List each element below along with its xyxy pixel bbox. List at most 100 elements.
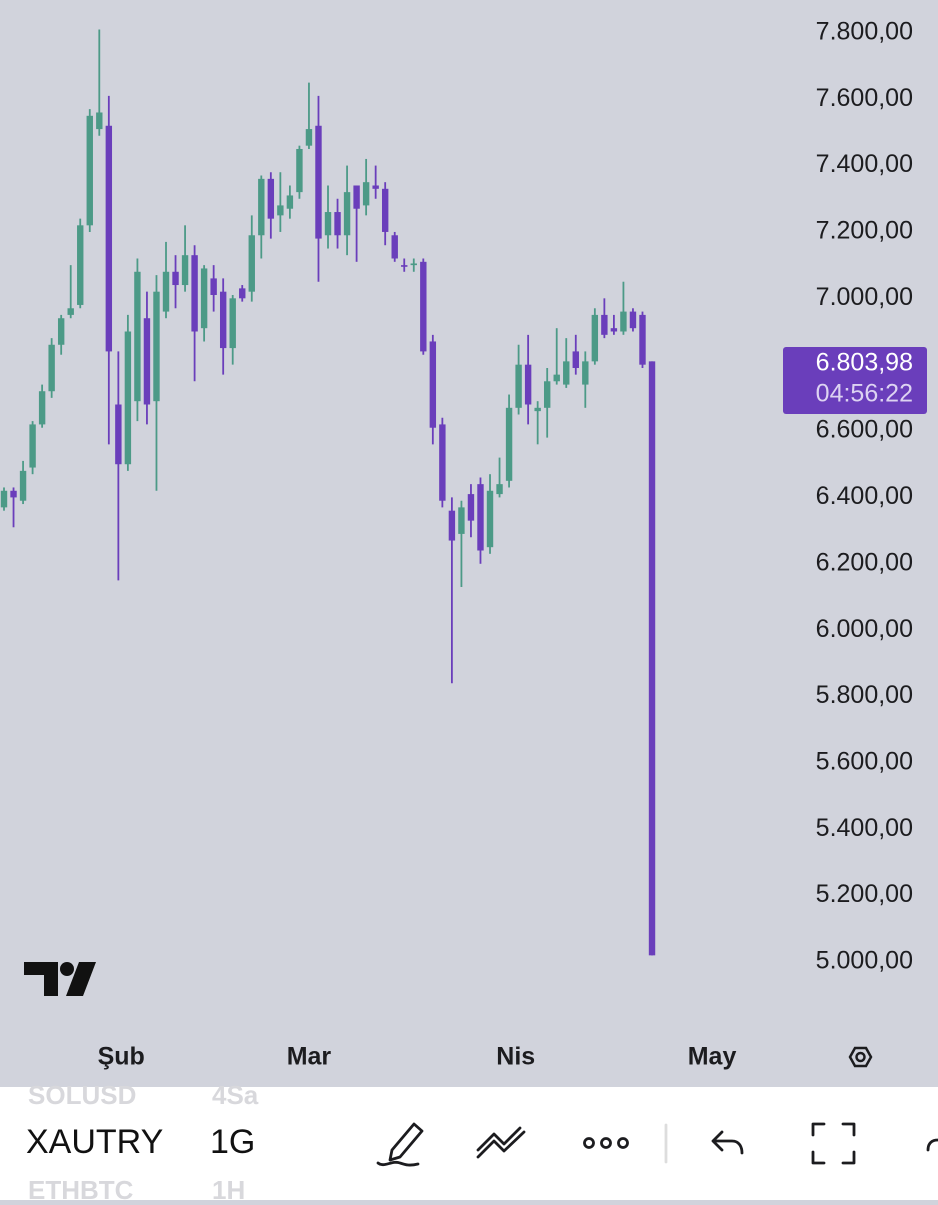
interval-option[interactable]: 1H bbox=[212, 1175, 245, 1205]
y-tick-label: 5.800,00 bbox=[816, 681, 913, 709]
interval-option[interactable]: 4Sa bbox=[212, 1080, 259, 1110]
settings-icon-center bbox=[855, 1051, 866, 1063]
y-tick-label: 7.200,00 bbox=[816, 217, 913, 245]
candle-body bbox=[477, 484, 484, 551]
candle-body bbox=[191, 255, 198, 332]
candle-body bbox=[324, 212, 332, 236]
y-tick-label: 6.600,00 bbox=[816, 416, 913, 444]
candle-body bbox=[391, 235, 398, 259]
candle-body bbox=[115, 404, 122, 465]
candle-body bbox=[648, 361, 656, 956]
candle-body bbox=[458, 507, 465, 534]
candle-body bbox=[553, 374, 560, 382]
plot: 5.000,00 5.200,00 5.400,00 5.600,00 5.800,00… bbox=[0, 17, 913, 1071]
extra-icon[interactable] bbox=[926, 1138, 938, 1152]
fade bbox=[170, 1087, 200, 1200]
candle-body bbox=[29, 424, 36, 468]
candle-body bbox=[515, 364, 522, 408]
candle-body bbox=[534, 407, 541, 412]
candle-body bbox=[124, 331, 132, 465]
candle-body bbox=[258, 178, 265, 236]
candle-body bbox=[572, 351, 579, 368]
candle-body bbox=[200, 268, 208, 329]
fullscreen-icon[interactable] bbox=[811, 1122, 856, 1165]
candle-body bbox=[86, 115, 93, 226]
candle-body bbox=[67, 308, 74, 315]
candle-body bbox=[334, 212, 341, 236]
candle-body bbox=[239, 288, 246, 299]
candle-body bbox=[353, 185, 360, 209]
candle-body bbox=[629, 311, 637, 329]
countdown: 04:56:22 bbox=[816, 380, 913, 408]
logo bbox=[24, 962, 96, 996]
x-tick-label: Nis bbox=[496, 1043, 535, 1071]
more-dot[interactable] bbox=[617, 1137, 629, 1149]
y-tick-label: 6.200,00 bbox=[816, 548, 913, 576]
candle-body bbox=[315, 125, 322, 239]
candle-body bbox=[543, 381, 551, 408]
candle-body bbox=[77, 225, 84, 305]
y-tick-label: 5.000,00 bbox=[816, 947, 913, 975]
candle-body bbox=[277, 205, 284, 216]
candle-body bbox=[181, 255, 189, 286]
candle-body bbox=[210, 278, 217, 295]
trend-icon[interactable] bbox=[476, 1126, 526, 1159]
y-tick-label: 7.800,00 bbox=[816, 17, 913, 45]
candle-body bbox=[496, 484, 503, 495]
candle-body bbox=[10, 490, 17, 498]
y-tick-label: 5.200,00 bbox=[816, 880, 913, 908]
candle-body bbox=[162, 271, 170, 312]
candle-body bbox=[57, 318, 65, 345]
candle-body bbox=[219, 291, 227, 349]
chart-background bbox=[0, 0, 938, 1087]
y-tick-label: 7.400,00 bbox=[816, 150, 913, 178]
symbol[interactable]: XAUTRY bbox=[26, 1123, 163, 1161]
candle-body bbox=[286, 195, 294, 209]
x-tick-label: Mar bbox=[287, 1043, 332, 1071]
y-tick-label: 5.600,00 bbox=[816, 747, 913, 775]
candle-body bbox=[38, 391, 46, 425]
candle-body bbox=[267, 178, 275, 219]
candle-body bbox=[296, 148, 303, 193]
y-tick-label: 7.600,00 bbox=[816, 84, 913, 112]
candle-body bbox=[143, 318, 151, 405]
candle-body bbox=[563, 361, 570, 385]
candle-body bbox=[524, 364, 532, 405]
candle-body bbox=[229, 298, 236, 349]
y-tick-label: 6.000,00 bbox=[816, 615, 913, 643]
candle-body bbox=[172, 271, 179, 286]
symbol-option[interactable]: ETHBTC bbox=[28, 1175, 134, 1205]
candle-body bbox=[505, 407, 513, 481]
candle-body bbox=[591, 314, 599, 362]
y-tick-label: 6.400,00 bbox=[816, 482, 913, 510]
candle-body bbox=[305, 129, 313, 146]
candle-body bbox=[401, 265, 408, 267]
settings-icon[interactable] bbox=[848, 1046, 873, 1068]
more-dot[interactable] bbox=[583, 1137, 595, 1149]
candle-body bbox=[486, 490, 494, 548]
candle-body bbox=[362, 182, 370, 206]
candle-body bbox=[467, 494, 475, 521]
candle-body bbox=[381, 188, 389, 232]
interval[interactable]: 1G bbox=[210, 1123, 255, 1161]
candle-body bbox=[610, 328, 618, 332]
x-tick-label: Şub bbox=[98, 1043, 145, 1071]
candle-body bbox=[96, 112, 103, 130]
candle-body bbox=[620, 311, 627, 332]
candle-body bbox=[0, 490, 8, 508]
candle-body bbox=[582, 361, 589, 385]
candle-body bbox=[439, 424, 446, 501]
price-label-box bbox=[783, 347, 927, 414]
draw-icon[interactable] bbox=[376, 1122, 424, 1167]
y-tick-label: 7.000,00 bbox=[816, 283, 913, 311]
candle-body bbox=[153, 291, 160, 402]
candle-body bbox=[48, 344, 55, 392]
candle-body bbox=[601, 314, 608, 335]
symbol-option[interactable]: SOLUSD bbox=[28, 1080, 136, 1110]
candle-body bbox=[248, 235, 255, 292]
more-dot[interactable] bbox=[600, 1137, 612, 1149]
undo-icon[interactable] bbox=[711, 1130, 744, 1155]
candle-body bbox=[372, 185, 379, 189]
x-tick-label: May bbox=[688, 1043, 737, 1071]
